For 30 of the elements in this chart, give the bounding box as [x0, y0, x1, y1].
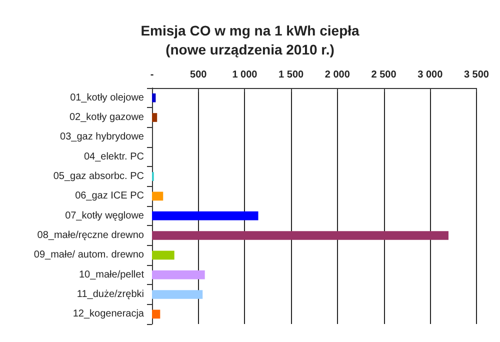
- x-tick-label: -: [150, 70, 154, 80]
- y-tick-label: 02_kotły gazowe: [70, 112, 144, 123]
- y-tick-label: 03_gaz hybrydowe: [60, 132, 144, 143]
- bar: [152, 113, 158, 122]
- y-tick-label: 10_małe/pellet: [78, 269, 144, 280]
- y-tick-label: 07_kotły węglowe: [65, 210, 144, 222]
- x-tick-label: 2 000: [324, 70, 350, 80]
- bar: [152, 231, 448, 240]
- y-tick-label: 09_małe/ autom. drewno: [34, 250, 144, 261]
- bar: [152, 211, 258, 220]
- x-tick-label: 3 500: [464, 70, 490, 80]
- x-tick-label: 3 000: [418, 70, 444, 80]
- bar: [152, 270, 205, 280]
- bar: [152, 310, 160, 319]
- bar: [152, 290, 203, 299]
- y-tick-label: 01_kotły olejowe: [70, 92, 144, 104]
- y-tick-label: 05_gaz absorbc. PC: [53, 171, 144, 182]
- y-tick-label: 06_gaz ICE PC: [75, 190, 144, 202]
- y-tick-label: 08_małe/ręczne drewno: [37, 230, 144, 241]
- chart-title: Emisja CO w mg na 1 kWh ciepła (nowe urządzenia 2010 r.): [140, 22, 360, 58]
- x-tick-label: 2 500: [371, 70, 397, 80]
- bar: [152, 192, 164, 201]
- bar: [152, 250, 174, 260]
- x-tick-label: 1 000: [232, 70, 258, 80]
- y-tick-label: 04_elektr. PC: [84, 151, 144, 162]
- y-tick-label: 11_duże/zrębki: [76, 289, 144, 300]
- bar: [152, 93, 156, 102]
- x-tick-label: 1 500: [278, 70, 304, 80]
- y-tick-label: 12_kogeneracja: [72, 308, 144, 320]
- x-tick-label: 500: [190, 70, 208, 80]
